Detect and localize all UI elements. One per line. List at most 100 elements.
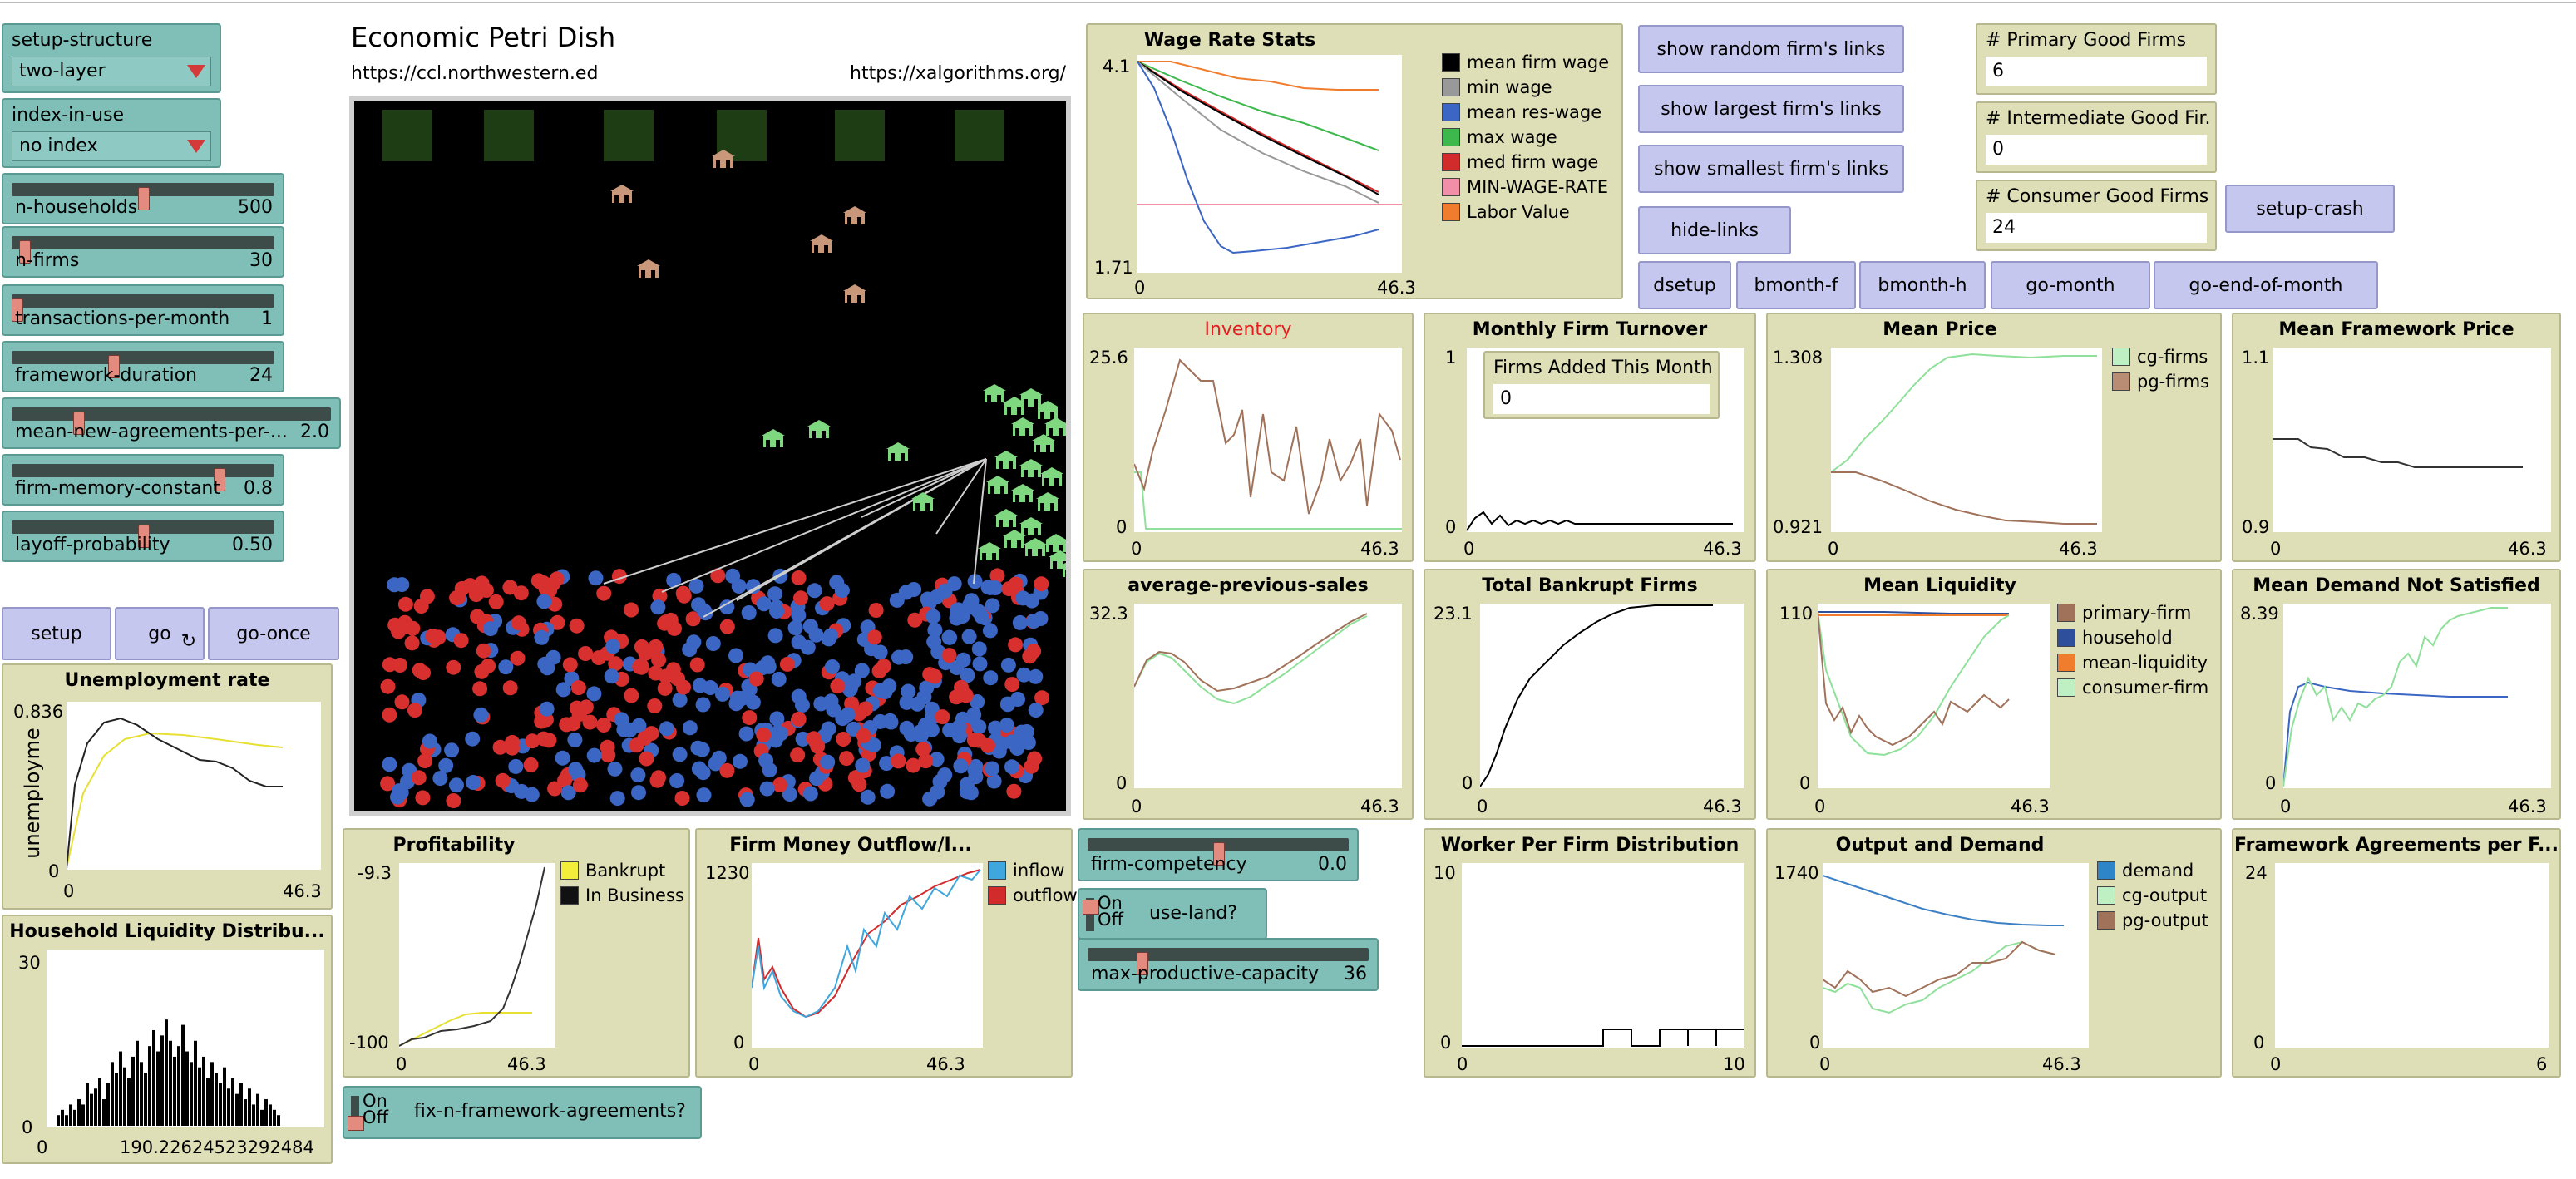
- fix-n-framework-agreements-switch[interactable]: On Off fix-n-framework-agreements?: [343, 1086, 702, 1139]
- max-productive-capacity-slider[interactable]: max-productive-capacity 36: [1078, 938, 1379, 991]
- histogram-bar: [219, 1083, 222, 1126]
- slider-knob[interactable]: [12, 298, 23, 322]
- index-in-use-chooser[interactable]: index-in-use no index: [2, 98, 221, 168]
- go-end-of-month-button[interactable]: go-end-of-month: [2154, 261, 2378, 309]
- dsetup-button[interactable]: dsetup: [1638, 261, 1731, 309]
- firm-memory-constant-label: firm-memory-constant: [15, 478, 220, 499]
- transactions-per-month-slider[interactable]: transactions-per-month 1: [2, 284, 284, 336]
- household-agent: [1034, 690, 1050, 706]
- setup-structure-select[interactable]: two-layer: [12, 57, 211, 86]
- y-min-tick: 0: [22, 1117, 33, 1137]
- household-agent: [982, 623, 998, 639]
- household-agent: [791, 688, 807, 704]
- switch-toggle[interactable]: [1083, 900, 1099, 915]
- hide-links-button[interactable]: hide-links: [1638, 206, 1791, 254]
- legend-item: pg-firms: [2112, 369, 2209, 394]
- histogram-bar: [260, 1109, 264, 1126]
- framework-duration-slider[interactable]: framework-duration 24: [2, 341, 284, 392]
- framework-duration-value: 24: [249, 365, 273, 386]
- household-agent: [394, 577, 410, 593]
- bmonth-f-button[interactable]: bmonth-f: [1736, 261, 1856, 309]
- histogram-bar: [194, 1040, 197, 1126]
- legend-label: MIN-WAGE-RATE: [1467, 177, 1609, 197]
- household-agent: [1000, 697, 1015, 713]
- legend-swatch: [2112, 348, 2130, 366]
- n-households-slider[interactable]: n-households 500: [2, 173, 284, 224]
- profitability-legend: Bankrupt In Business: [560, 858, 684, 908]
- bankrupt-chart: [1479, 604, 1713, 787]
- slider-knob[interactable]: [1137, 952, 1148, 975]
- household-agent: [879, 756, 895, 772]
- slider-knob[interactable]: [138, 525, 150, 548]
- household-agent: [549, 571, 565, 587]
- max-productive-capacity-value: 36: [1344, 964, 1367, 984]
- legend-swatch: [1442, 153, 1460, 171]
- household-agent: [806, 731, 822, 747]
- setup-crash-button[interactable]: setup-crash: [2225, 185, 2395, 233]
- bmonth-h-button[interactable]: bmonth-h: [1859, 261, 1986, 309]
- switch-toggle[interactable]: [348, 1116, 364, 1131]
- mean-new-agreements-slider[interactable]: mean-new-agreements-per-... 2.0: [2, 397, 341, 449]
- plot-area: [2282, 604, 2551, 788]
- slider-knob[interactable]: [73, 412, 85, 435]
- framework-price-chart: [2273, 438, 2523, 468]
- household-agent: [834, 583, 850, 599]
- setup-button[interactable]: setup: [2, 607, 111, 660]
- use-land-switch[interactable]: On Off use-land?: [1078, 888, 1267, 940]
- x-min-tick: 0: [37, 1137, 48, 1157]
- x-min-tick: 0: [748, 1054, 760, 1074]
- legend-label: In Business: [585, 885, 684, 905]
- slider-knob[interactable]: [1213, 842, 1225, 866]
- world-canvas[interactable]: [354, 101, 1084, 811]
- turnover-chart: [1466, 511, 1733, 531]
- x-min-tick: 0: [1134, 278, 1146, 298]
- histogram-bar: [119, 1051, 122, 1126]
- household-agent: [538, 712, 554, 728]
- world-view[interactable]: [349, 96, 1084, 816]
- legend-swatch: [1442, 178, 1460, 196]
- pg-output-series: [1822, 940, 2056, 998]
- household-agent: [688, 578, 704, 594]
- layoff-probability-slider[interactable]: layoff-probability 0.50: [2, 511, 284, 562]
- household-agent: [739, 792, 755, 807]
- legend-swatch: [2097, 911, 2115, 930]
- x-max-tick: 46.3: [507, 1054, 546, 1074]
- slider-knob[interactable]: [108, 355, 120, 378]
- firm-agent: [610, 185, 634, 203]
- household-agent: [953, 758, 969, 774]
- household-agent: [872, 644, 888, 660]
- histogram-bar: [264, 1099, 268, 1126]
- household-agent: [663, 612, 679, 628]
- setup-structure-chooser[interactable]: setup-structure two-layer: [2, 23, 221, 93]
- household-agent: [756, 596, 772, 612]
- show-random-links-button[interactable]: show random firm's links: [1638, 25, 1904, 73]
- show-smallest-links-button[interactable]: show smallest firm's links: [1638, 145, 1904, 193]
- slider-knob[interactable]: [214, 468, 225, 491]
- go-month-button[interactable]: go-month: [1991, 261, 2150, 309]
- index-in-use-select[interactable]: no index: [12, 131, 211, 161]
- household-agent: [446, 793, 461, 808]
- histogram-bar: [202, 1056, 205, 1126]
- histogram-bar: [98, 1078, 101, 1126]
- show-largest-links-button[interactable]: show largest firm's links: [1638, 85, 1904, 133]
- histogram-bar: [123, 1067, 126, 1126]
- go-button[interactable]: go ↻: [115, 607, 205, 660]
- plot-title: Mean Framework Price: [2278, 319, 2514, 340]
- y-min-tick: 0: [1462, 773, 1473, 793]
- go-once-button[interactable]: go-once: [208, 607, 339, 660]
- household-agent: [417, 753, 433, 769]
- household-agent: [825, 659, 840, 674]
- household-agent: [588, 570, 604, 586]
- household-agent: [550, 614, 565, 630]
- slider-knob[interactable]: [19, 240, 31, 264]
- n-firms-slider[interactable]: n-firms 30: [2, 226, 284, 278]
- intermediate-firms-monitor: # Intermediate Good Fir... 0: [1976, 101, 2217, 173]
- max-wage-line: [1137, 61, 1379, 151]
- firm-memory-constant-slider[interactable]: firm-memory-constant 0.8: [2, 454, 284, 506]
- household-agent: [1006, 783, 1022, 799]
- slider-knob[interactable]: [138, 187, 150, 210]
- firm-competency-slider[interactable]: firm-competency 0.0: [1078, 828, 1359, 881]
- cg-firms-series: [1830, 353, 2097, 473]
- household-agent: [926, 634, 942, 649]
- x-max-tick: 46.3: [1360, 797, 1399, 816]
